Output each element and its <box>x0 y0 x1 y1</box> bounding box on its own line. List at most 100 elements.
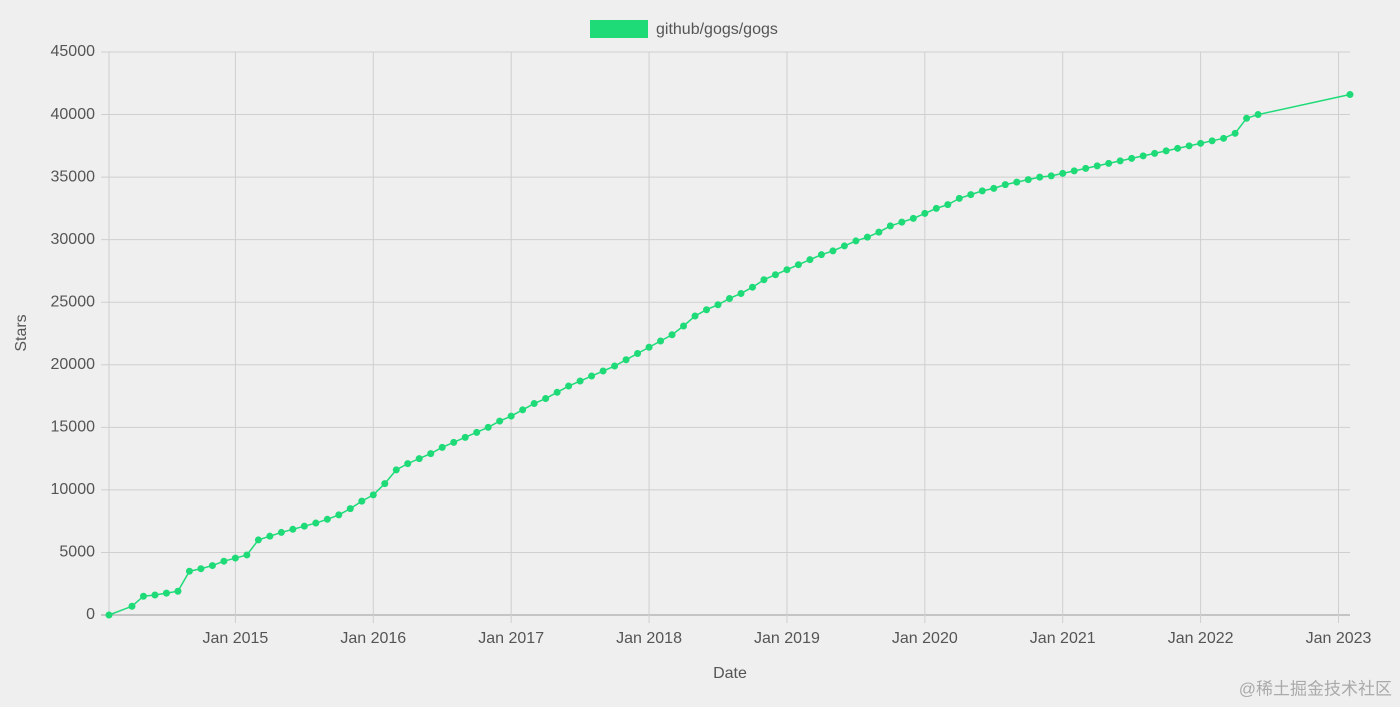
point <box>312 519 320 527</box>
point <box>1001 181 1009 189</box>
y-tick-label: 30000 <box>51 231 96 248</box>
point <box>415 455 423 463</box>
point <box>863 233 871 241</box>
point <box>1174 144 1182 152</box>
point <box>530 400 538 408</box>
point <box>794 261 802 269</box>
x-tick-label: Jan 2017 <box>478 630 544 647</box>
point <box>944 201 952 209</box>
point <box>703 306 711 314</box>
point <box>381 480 389 488</box>
point <box>817 251 825 259</box>
point <box>611 362 619 370</box>
point <box>771 271 779 279</box>
point <box>565 382 573 390</box>
y-tick-label: 0 <box>86 606 95 623</box>
point <box>978 187 986 195</box>
point <box>450 438 458 446</box>
legend-swatch <box>590 20 648 38</box>
watermark: @稀土掘金技术社区 <box>1239 679 1392 698</box>
point <box>105 611 113 619</box>
point <box>1047 172 1055 180</box>
point <box>714 301 722 309</box>
point <box>657 337 665 345</box>
x-tick-label: Jan 2023 <box>1306 630 1372 647</box>
x-tick-label: Jan 2022 <box>1168 630 1234 647</box>
point <box>921 209 929 217</box>
point <box>622 356 630 364</box>
point <box>427 450 435 458</box>
x-tick-label: Jan 2020 <box>892 630 958 647</box>
point <box>162 589 170 597</box>
point <box>875 228 883 236</box>
x-tick-label: Jan 2016 <box>340 630 406 647</box>
point <box>1151 149 1159 157</box>
y-tick-label: 45000 <box>51 43 96 60</box>
point <box>289 525 297 533</box>
point <box>404 460 412 468</box>
point <box>484 423 492 431</box>
point <box>1231 129 1239 137</box>
y-tick-label: 5000 <box>59 544 95 561</box>
y-tick-label: 15000 <box>51 419 96 436</box>
point <box>829 247 837 255</box>
x-tick-label: Jan 2019 <box>754 630 820 647</box>
point <box>1093 162 1101 170</box>
point <box>932 204 940 212</box>
y-tick-label: 35000 <box>51 168 96 185</box>
point <box>852 237 860 245</box>
point <box>496 417 504 425</box>
point <box>208 562 216 570</box>
point <box>783 266 791 274</box>
point <box>392 466 400 474</box>
point <box>1243 114 1251 122</box>
point <box>553 388 561 396</box>
point <box>358 497 366 505</box>
point <box>1139 152 1147 160</box>
point <box>990 184 998 192</box>
point <box>1105 159 1113 167</box>
point <box>645 343 653 351</box>
point <box>668 331 676 339</box>
point <box>151 591 159 599</box>
point <box>1116 157 1124 165</box>
point <box>886 222 894 230</box>
point <box>1013 178 1021 186</box>
point <box>1059 169 1067 177</box>
point <box>266 532 274 540</box>
point <box>220 557 228 565</box>
point <box>277 528 285 536</box>
point <box>1024 176 1032 184</box>
point <box>300 522 308 530</box>
y-tick-label: 40000 <box>51 106 96 123</box>
point <box>634 350 642 358</box>
point <box>185 567 193 575</box>
point <box>197 565 205 573</box>
legend-label: github/gogs/gogs <box>656 21 778 38</box>
point <box>599 367 607 375</box>
point <box>254 536 262 544</box>
point <box>588 372 596 380</box>
point <box>840 242 848 250</box>
point <box>323 515 331 523</box>
point <box>1070 167 1078 175</box>
point <box>1220 134 1228 142</box>
point <box>473 428 481 436</box>
point <box>542 395 550 403</box>
point <box>680 322 688 330</box>
point <box>967 191 975 199</box>
point <box>438 443 446 451</box>
point <box>691 312 699 320</box>
point <box>519 406 527 414</box>
point <box>1346 91 1354 99</box>
x-axis-label: Date <box>713 665 747 682</box>
point <box>576 377 584 385</box>
point <box>507 412 515 420</box>
point <box>174 587 182 595</box>
x-tick-label: Jan 2018 <box>616 630 682 647</box>
point <box>231 554 239 562</box>
point <box>1185 142 1193 150</box>
y-tick-label: 20000 <box>51 356 96 373</box>
point <box>898 218 906 226</box>
